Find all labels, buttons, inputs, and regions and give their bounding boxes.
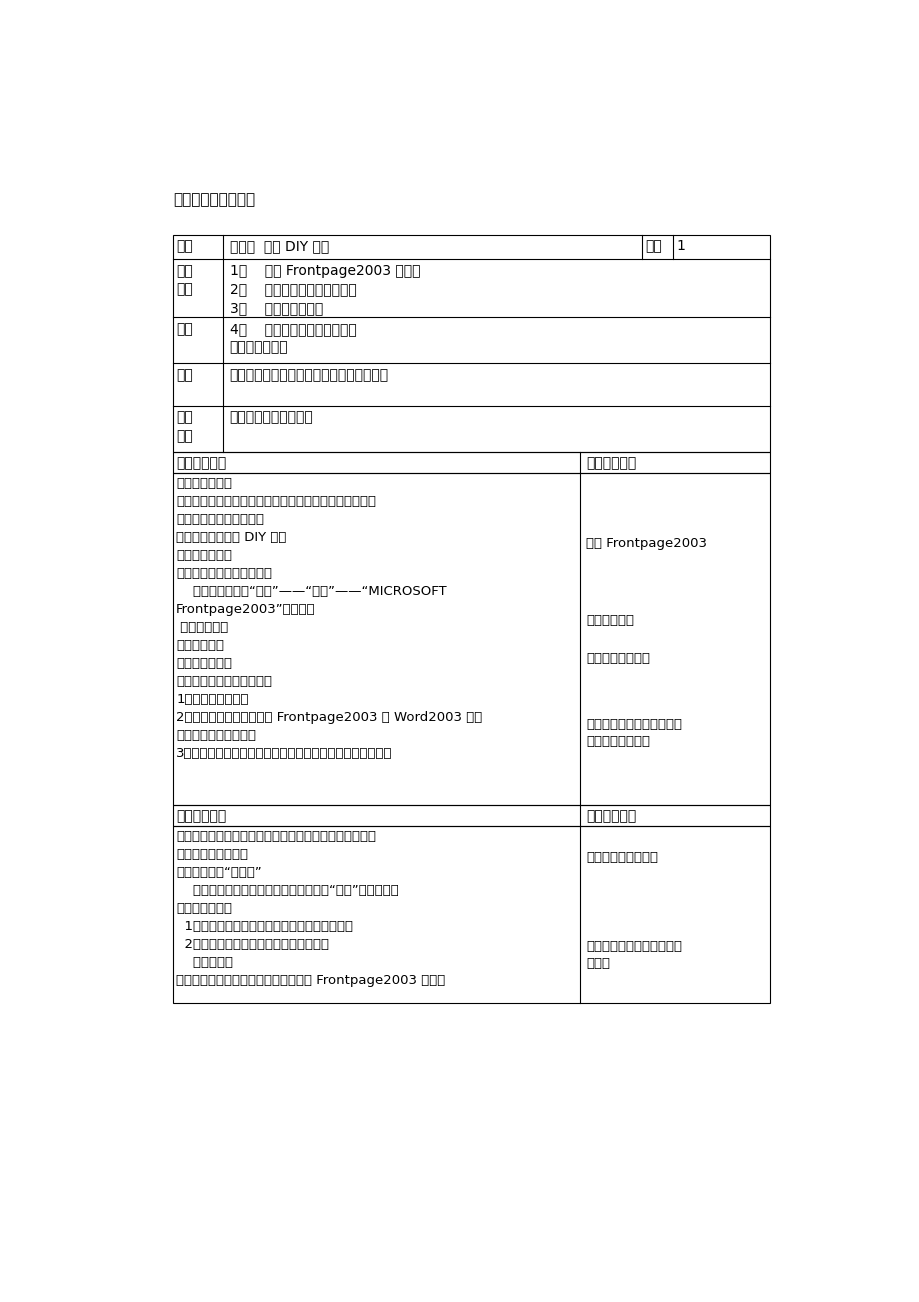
Text: 活动设计意图: 活动设计意图 — [585, 457, 636, 470]
Bar — [173, 452, 769, 474]
Text: 1、    认识 Frontpage2003 窗口。
2、    学会在网面中输入文字。
3、    学会保存网页。: 1、 认识 Frontpage2003 窗口。 2、 学会在网面中输入文字。 3… — [230, 264, 420, 315]
Text: 难点: 难点 — [176, 368, 193, 381]
Text: 教具
学具: 教具 学具 — [176, 410, 193, 443]
Text: 小学信息技术课教案: 小学信息技术课教案 — [173, 193, 255, 207]
Text: 做一做：一个包含自我介绍、好友档案、在线画展、祖国
风光等内容的网站。
（三）、网页“打打包”
    做一做：请着把刚才制作的网页保存一“涛涛”文件夹中，
起: 做一做：一个包含自我介绍、好友档案、在线画展、祖国 风光等内容的网站。 （三）、… — [176, 829, 445, 987]
Text: 教学活动过程: 教学活动过程 — [176, 457, 226, 470]
Text: 明确学习内容: 明确学习内容 — [585, 613, 633, 626]
Text: 教学
目标: 教学 目标 — [176, 264, 193, 297]
Text: 学会用鼠标左、右键拖动文字晁家的办法。: 学会用鼠标左、右键拖动文字晁家的办法。 — [230, 368, 389, 381]
Bar — [173, 474, 769, 805]
Text: 1: 1 — [676, 240, 685, 254]
Text: 提高动手操作能力: 提高动手操作能力 — [585, 652, 650, 665]
Text: 第一课  网面 DIY 快车: 第一课 网面 DIY 快车 — [230, 240, 329, 254]
Text: 认真操作提出发现的问题，
并解决: 认真操作提出发现的问题， 并解决 — [585, 940, 682, 970]
Text: 4、    学会在网面中输入文字。
学会保存网页。: 4、 学会在网面中输入文字。 学会保存网页。 — [230, 322, 356, 354]
Text: 一、导入新课：
每当涛涛在神厅的网络世界里畅游时，总会想：要是我能
有自己的网页该多好啊！
板书：第一课网页 DIY 快车
二、探索新知：
（一）、快速启动网页: 一、导入新课： 每当涛涛在神厅的网络世界里畅游时，总会想：要是我能 有自己的网页… — [176, 478, 482, 760]
Bar — [173, 827, 769, 1004]
Text: 教学活动过程: 教学活动过程 — [176, 810, 226, 823]
Text: 课题: 课题 — [176, 240, 193, 254]
Bar — [173, 805, 769, 827]
Text: 课时: 课时 — [644, 240, 661, 254]
Text: 重点: 重点 — [176, 322, 193, 336]
Text: 电子计算机教学系统。: 电子计算机教学系统。 — [230, 410, 313, 424]
Bar — [173, 234, 769, 452]
Text: 活动设计意图: 活动设计意图 — [585, 810, 636, 823]
Text: 启动 Frontpage2003: 启动 Frontpage2003 — [585, 536, 707, 549]
Text: 培养看书操作的意识: 培养看书操作的意识 — [585, 850, 657, 863]
Text: 认真看认真听，在看在倾听
的过程中学习知识: 认真看认真听，在看在倾听 的过程中学习知识 — [585, 719, 682, 749]
